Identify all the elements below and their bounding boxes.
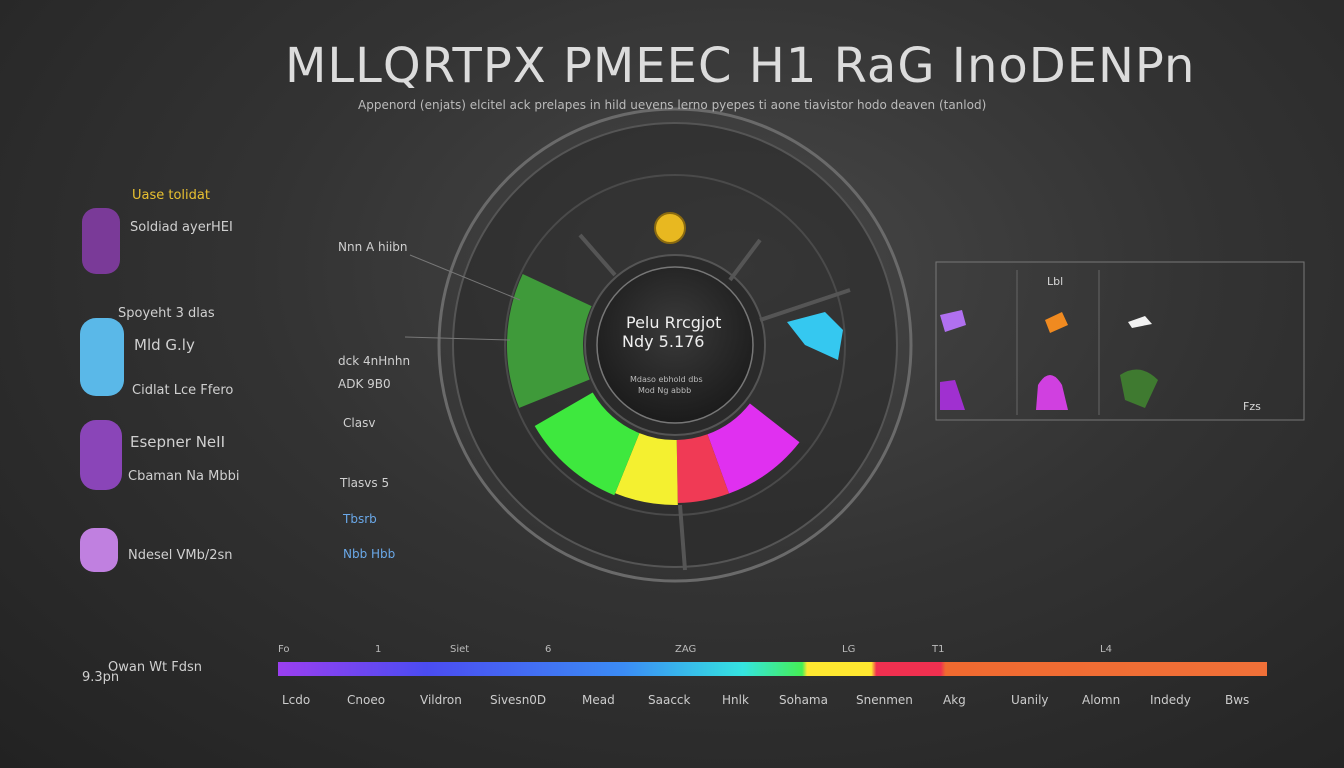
center-note: Mod Ng abbb — [638, 386, 692, 395]
magenta-block — [1036, 375, 1068, 410]
scale-tick: Fo — [278, 644, 290, 655]
list-item: Soldiad ayerHEI — [130, 220, 233, 235]
spoke — [678, 504, 687, 571]
page-title: MLLQRTPX PMEEC H1 RaG InoDENPn — [285, 38, 1196, 94]
scale-label: Mead — [582, 693, 615, 707]
scale-label: Sivesn0D — [490, 693, 547, 707]
scale-label: Hnlk — [722, 693, 749, 707]
scale-label: Indedy — [1150, 693, 1191, 707]
cyan-gem — [787, 312, 843, 360]
scale-label: Uanily — [1011, 693, 1049, 707]
list-item: Cbaman Na Mbbi — [128, 469, 240, 484]
ring-label: Tbsrb — [343, 512, 377, 526]
list-item: Esepner NeII — [130, 433, 226, 451]
list-item: 9.3pn — [82, 670, 120, 685]
pill-icon — [82, 208, 120, 274]
left-icons — [80, 208, 124, 572]
spoke — [578, 233, 617, 277]
center-note: Mdaso ebhold dbs — [630, 375, 703, 384]
pill-icon — [80, 528, 118, 572]
ring-label: Clasv — [343, 416, 376, 430]
list-item: Mld G.ly — [134, 336, 195, 354]
spoke — [759, 288, 851, 322]
scale-tick: T1 — [932, 644, 945, 655]
panel-footer: Fzs — [1243, 400, 1261, 413]
list-item: Cidlat Lce Ffero — [132, 383, 234, 398]
side-panel — [935, 261, 1305, 421]
center-title: Pelu Rrcgjot — [626, 313, 722, 332]
ring-label: Nbb Hbb — [343, 547, 396, 561]
list-item: Uase tolidat — [132, 188, 210, 203]
ring-label: ADK 9B0 — [338, 377, 391, 391]
scale-label: Cnoeo — [347, 693, 386, 707]
scale-tick: LG — [842, 644, 856, 655]
pill-icon — [80, 420, 122, 490]
scale-label: Bws — [1225, 693, 1250, 707]
scale-label: Vildron — [420, 693, 462, 707]
purple-gem — [940, 310, 966, 332]
ring-segment — [506, 274, 592, 408]
scale-tick: 1 — [375, 644, 382, 655]
scale-tick: L4 — [1100, 644, 1112, 655]
center-value: Ndy 5.176 — [622, 332, 705, 351]
ring-label: dck 4nHnhn — [338, 354, 411, 368]
ring-segment — [707, 403, 800, 494]
page-subtitle: Appenord (enjats) elcitel ack prelapes i… — [358, 98, 987, 112]
ring-label: Nnn A hiibn — [338, 240, 408, 254]
leader-line — [409, 254, 521, 301]
list-item: Spoyeht 3 dlas — [118, 306, 215, 321]
scale-tick: Siet — [450, 644, 470, 655]
ring-label: Tlasvs 5 — [340, 476, 390, 490]
scale-label: Snenmen — [856, 693, 913, 707]
panel-header: Lbl — [1047, 275, 1064, 288]
scale-label: Alomn — [1082, 693, 1121, 707]
orange-gem — [1045, 312, 1068, 333]
scale-tick: ZAG — [675, 644, 697, 655]
scale-tick: 6 — [545, 644, 552, 655]
ring-segment — [534, 392, 640, 496]
scale-label: Saacck — [648, 693, 691, 707]
spectrum-bar — [278, 662, 1267, 676]
white-gem — [1128, 316, 1152, 328]
pill-icon — [80, 318, 124, 396]
inner-ring — [504, 174, 846, 516]
spoke — [728, 238, 762, 282]
green-block — [1120, 369, 1158, 408]
list-item: Owan Wt Fdsn — [108, 660, 203, 675]
ring-segment — [615, 433, 678, 506]
purple-block — [940, 380, 965, 410]
ring-chart — [404, 107, 913, 583]
scale-label: Lcdo — [282, 693, 311, 707]
hub — [596, 266, 754, 424]
outer-ring — [437, 107, 913, 583]
coin-icon — [654, 212, 686, 244]
scale-label: Akg — [943, 693, 966, 707]
list-item: Ndesel VMb/2sn — [128, 548, 233, 563]
leader-line — [404, 336, 511, 341]
ring-segment — [676, 434, 729, 503]
scale-label: Sohama — [779, 693, 828, 707]
